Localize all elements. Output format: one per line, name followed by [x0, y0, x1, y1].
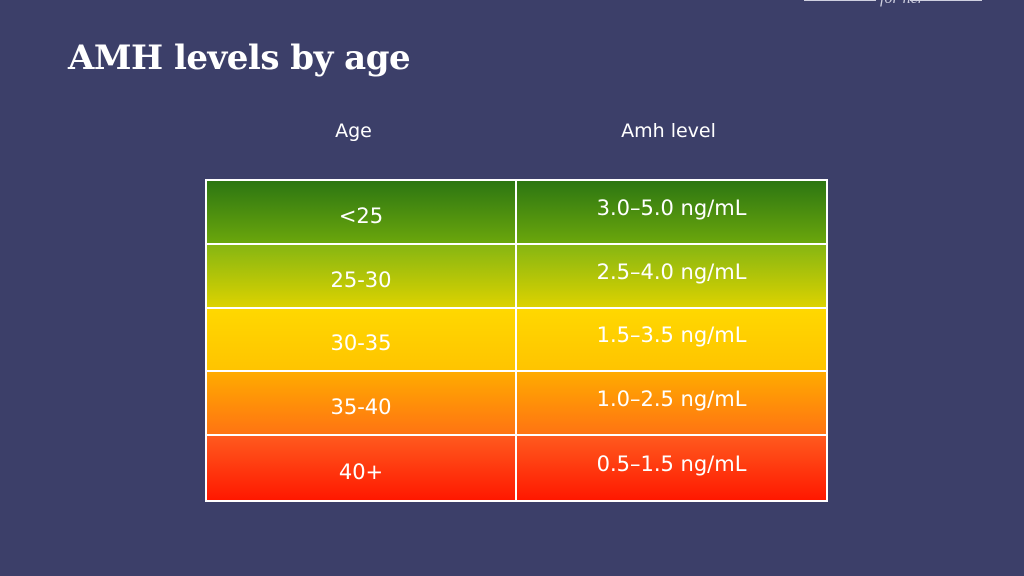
table-cell: 35-40: [207, 372, 517, 437]
table-cell: 3.0–5.0 ng/mL: [517, 181, 826, 245]
column-header: Age: [335, 120, 372, 142]
table-cell: <25: [207, 181, 517, 245]
table-cell: 30-35: [207, 308, 517, 373]
table-cell: 2.5–4.0 ng/mL: [517, 244, 826, 309]
table-cell: 0.5–1.5 ng/mL: [517, 436, 826, 500]
table: <25 3.0–5.0 ng/mL 25-30 2.5–4.0 ng/mL 30-35 1…: [205, 179, 828, 502]
column-header: Amh level: [621, 120, 716, 142]
brand-line: [910, 0, 982, 1]
title: AMH levels by age: [68, 38, 411, 78]
brand-line: [804, 0, 876, 1]
table-cell: 25-30: [207, 244, 517, 309]
table-cell: 40+: [207, 436, 517, 500]
brand: for her: [880, 0, 924, 8]
table-cell: 1.0–2.5 ng/mL: [517, 372, 826, 437]
table-cell: 1.5–3.5 ng/mL: [517, 308, 826, 373]
